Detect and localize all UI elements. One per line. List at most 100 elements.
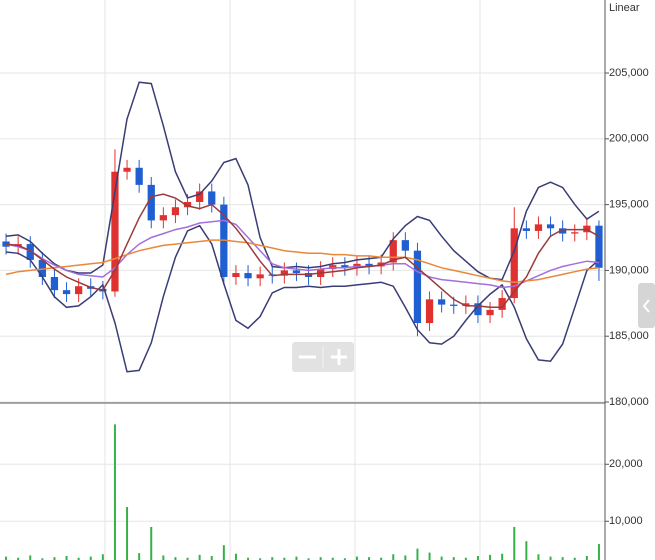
volume-bar: [597, 544, 600, 560]
candle-body: [50, 276, 59, 291]
volume-bar: [489, 554, 492, 560]
candle-body: [522, 228, 530, 231]
y-tick-label: 10,000: [609, 515, 643, 527]
candle-body: [171, 207, 180, 216]
volume-bar: [404, 555, 407, 560]
candle-body: [292, 270, 301, 274]
candle-body: [474, 303, 482, 316]
candle-body: [534, 224, 543, 231]
y-tick-label: 200,000: [609, 133, 649, 145]
volume-bar: [561, 557, 564, 560]
candle-body: [244, 273, 252, 279]
zoom-control: [292, 342, 354, 372]
y-tick-label: 205,000: [609, 67, 649, 79]
indicator-line: [5, 239, 599, 284]
volume-bar: [174, 557, 177, 560]
candle-body: [425, 299, 434, 324]
volume-bar: [53, 557, 56, 560]
volume-bar: [380, 557, 383, 560]
candle-body: [256, 274, 264, 279]
volume-bar: [77, 557, 80, 560]
volume-bar: [464, 557, 467, 560]
indicator-line: [5, 219, 599, 289]
volume-bar: [368, 557, 371, 560]
scale-label: Linear: [609, 2, 640, 14]
volume-bar: [440, 556, 443, 560]
volume-bar: [150, 526, 153, 560]
volume-bar: [513, 526, 516, 560]
volume-bar: [210, 556, 213, 560]
candle-body: [135, 167, 143, 185]
candle-body: [462, 303, 470, 306]
candle-body: [546, 224, 555, 229]
volume-bar: [17, 557, 20, 560]
volume-bar: [234, 553, 237, 560]
side-tab-arrow[interactable]: [642, 299, 650, 313]
candle-body: [196, 191, 204, 202]
candle-body: [365, 263, 373, 267]
candle-body: [147, 184, 155, 221]
volume-bar: [126, 507, 129, 560]
volume-bar: [295, 556, 298, 560]
volume-bar: [101, 554, 104, 560]
volume-bar: [525, 541, 528, 560]
candle-body: [183, 201, 192, 208]
candle-body: [498, 298, 506, 310]
volume-bar: [452, 557, 455, 560]
volume-bar: [428, 552, 431, 560]
volume-bar: [162, 555, 165, 560]
y-tick-label: 180,000: [609, 396, 649, 408]
side-tab[interactable]: [638, 283, 655, 328]
candle-body: [559, 228, 567, 234]
y-tick-label: 195,000: [609, 199, 649, 211]
volume-bar: [247, 557, 250, 560]
candle-body: [510, 228, 518, 299]
candle-body: [450, 304, 458, 306]
candle-body: [208, 191, 216, 205]
candle-body: [123, 167, 131, 172]
candle-body: [413, 250, 422, 324]
candle-body: [389, 240, 397, 263]
candle-body: [159, 215, 167, 221]
candle-body: [280, 270, 288, 276]
volume-bar: [549, 556, 552, 560]
volume-bar: [537, 554, 540, 560]
volume-bar: [476, 556, 479, 560]
candle-body: [26, 244, 34, 260]
indicator-line: [5, 81, 600, 281]
indicator-line: [5, 193, 600, 309]
candle-body: [232, 273, 240, 277]
volume-bar: [331, 557, 334, 560]
candle-body: [111, 171, 119, 292]
candle-body: [571, 232, 579, 234]
volume-bar: [416, 548, 419, 560]
volume-bar: [573, 557, 576, 560]
y-tick-label: 190,000: [609, 264, 649, 276]
side-tab-bg[interactable]: [638, 283, 655, 328]
volume-bar: [29, 555, 32, 560]
candle-body: [438, 299, 446, 305]
volume-bar: [113, 424, 116, 560]
volume-bar: [198, 554, 201, 560]
candle-body: [341, 265, 349, 268]
candle-body: [401, 240, 409, 251]
volume-bar: [271, 557, 274, 560]
volume-bar: [343, 558, 346, 560]
volume-bar: [501, 553, 504, 560]
candle-body: [595, 225, 603, 268]
volume-bar: [283, 557, 286, 560]
volume-bar: [138, 553, 141, 560]
candle-body: [62, 290, 71, 295]
volume-bar: [307, 558, 310, 560]
candle-body: [486, 309, 494, 316]
volume-bar: [65, 556, 68, 560]
volume-bar: [319, 557, 322, 560]
volume-bar: [259, 558, 262, 560]
volume-bar: [585, 556, 588, 560]
volume-bar: [392, 554, 395, 560]
y-tick-label: 20,000: [609, 458, 643, 470]
volume-bar: [355, 556, 358, 560]
volume-bar: [5, 556, 8, 560]
volume-bar: [89, 556, 92, 560]
